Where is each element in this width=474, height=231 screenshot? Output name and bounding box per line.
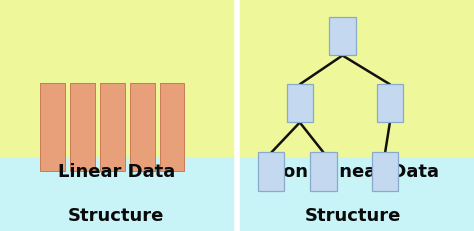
Bar [70, 83, 95, 171]
Text: Structure: Structure [305, 207, 401, 225]
Bar [130, 83, 155, 171]
Bar [287, 84, 313, 122]
Bar [372, 152, 398, 191]
Bar [377, 84, 403, 122]
Text: Non -Linear Data: Non -Linear Data [268, 163, 438, 181]
Bar [238, 0, 474, 157]
Text: Linear Data: Linear Data [57, 163, 175, 181]
Bar [310, 152, 337, 191]
Bar [40, 83, 65, 171]
Bar [100, 83, 125, 171]
Bar [0, 0, 236, 157]
Bar [329, 17, 356, 55]
Bar [160, 83, 184, 171]
Bar [258, 152, 284, 191]
Text: Structure: Structure [68, 207, 164, 225]
